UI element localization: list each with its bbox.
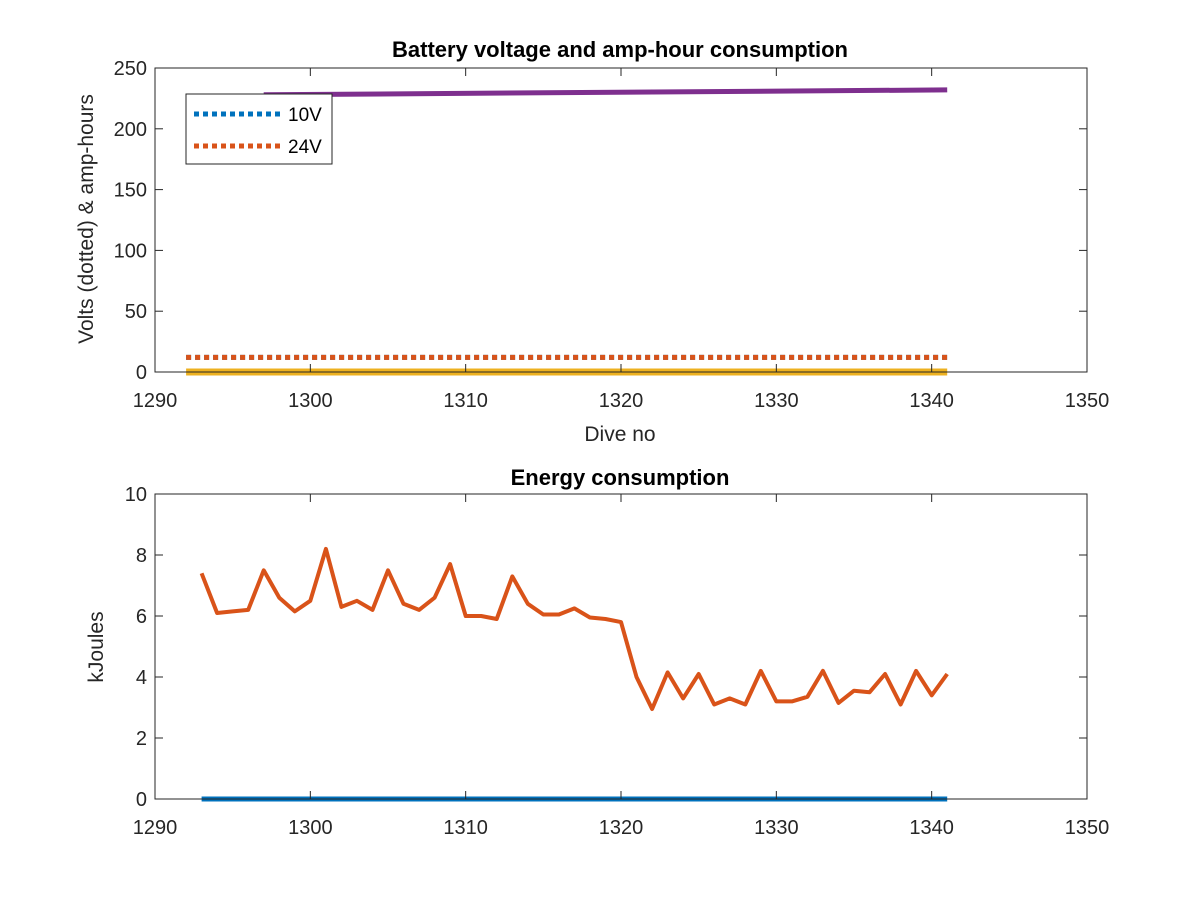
top-x-tick-label: 1340 <box>909 390 954 412</box>
top-y-tick-label: 0 <box>136 362 147 384</box>
top-x-tick-label: 1330 <box>754 390 799 412</box>
top-y-tick-label: 250 <box>114 58 147 80</box>
bottom-x-tick-label: 1290 <box>133 817 178 839</box>
bottom-series-group <box>199 546 949 802</box>
legend-10v-label: 10V <box>288 105 322 126</box>
bottom-axes: Energy consumption kJoules 1290 1300 1310 1… <box>85 465 1109 839</box>
top-axes: Battery voltage and amp-hour consumption… <box>75 37 1109 446</box>
top-chart-title: Battery voltage and amp-hour consumption <box>392 37 848 62</box>
top-y-tick-label: 150 <box>114 180 147 202</box>
bottom-x-tick-label: 1320 <box>599 817 644 839</box>
top-y-axis-label: Volts (dotted) & amp-hours <box>75 94 98 344</box>
bottom-y-tick-label: 0 <box>136 789 147 811</box>
bottom-chart-title: Energy consumption <box>511 465 730 490</box>
bottom-series-line-0 <box>199 546 949 711</box>
bottom-y-tick-label: 2 <box>136 728 147 750</box>
top-x-tick-label: 1300 <box>288 390 333 412</box>
top-legend-box <box>185 93 333 165</box>
bottom-x-tick-label: 1340 <box>909 817 954 839</box>
bottom-x-tick-label: 1310 <box>443 817 488 839</box>
bottom-x-tick-label: 1330 <box>754 817 799 839</box>
top-y-tick-label: 200 <box>114 119 147 141</box>
top-x-tick-label: 1290 <box>133 390 178 412</box>
top-y-tick-label: 50 <box>125 301 147 323</box>
bottom-axes-box <box>154 493 1088 800</box>
bottom-x-tick-label: 1300 <box>288 817 333 839</box>
bottom-y-axis-label: kJoules <box>85 611 108 682</box>
top-x-tick-label: 1350 <box>1065 390 1110 412</box>
bottom-y-tick-label: 4 <box>136 667 147 689</box>
top-x-axis-label: Dive no <box>584 423 655 446</box>
legend-24v-label: 24V <box>288 137 322 158</box>
bottom-y-tick-label: 6 <box>136 606 147 628</box>
bottom-x-tick-label: 1350 <box>1065 817 1110 839</box>
top-legend: 10V 24V <box>185 93 333 165</box>
bottom-y-tick-label: 8 <box>136 545 147 567</box>
top-x-tick-label: 1310 <box>443 390 488 412</box>
top-y-tick-label: 100 <box>114 240 147 262</box>
top-series-line-3 <box>263 87 948 98</box>
bottom-y-tick-label: 10 <box>125 484 147 506</box>
top-x-tick-label: 1320 <box>599 390 644 412</box>
